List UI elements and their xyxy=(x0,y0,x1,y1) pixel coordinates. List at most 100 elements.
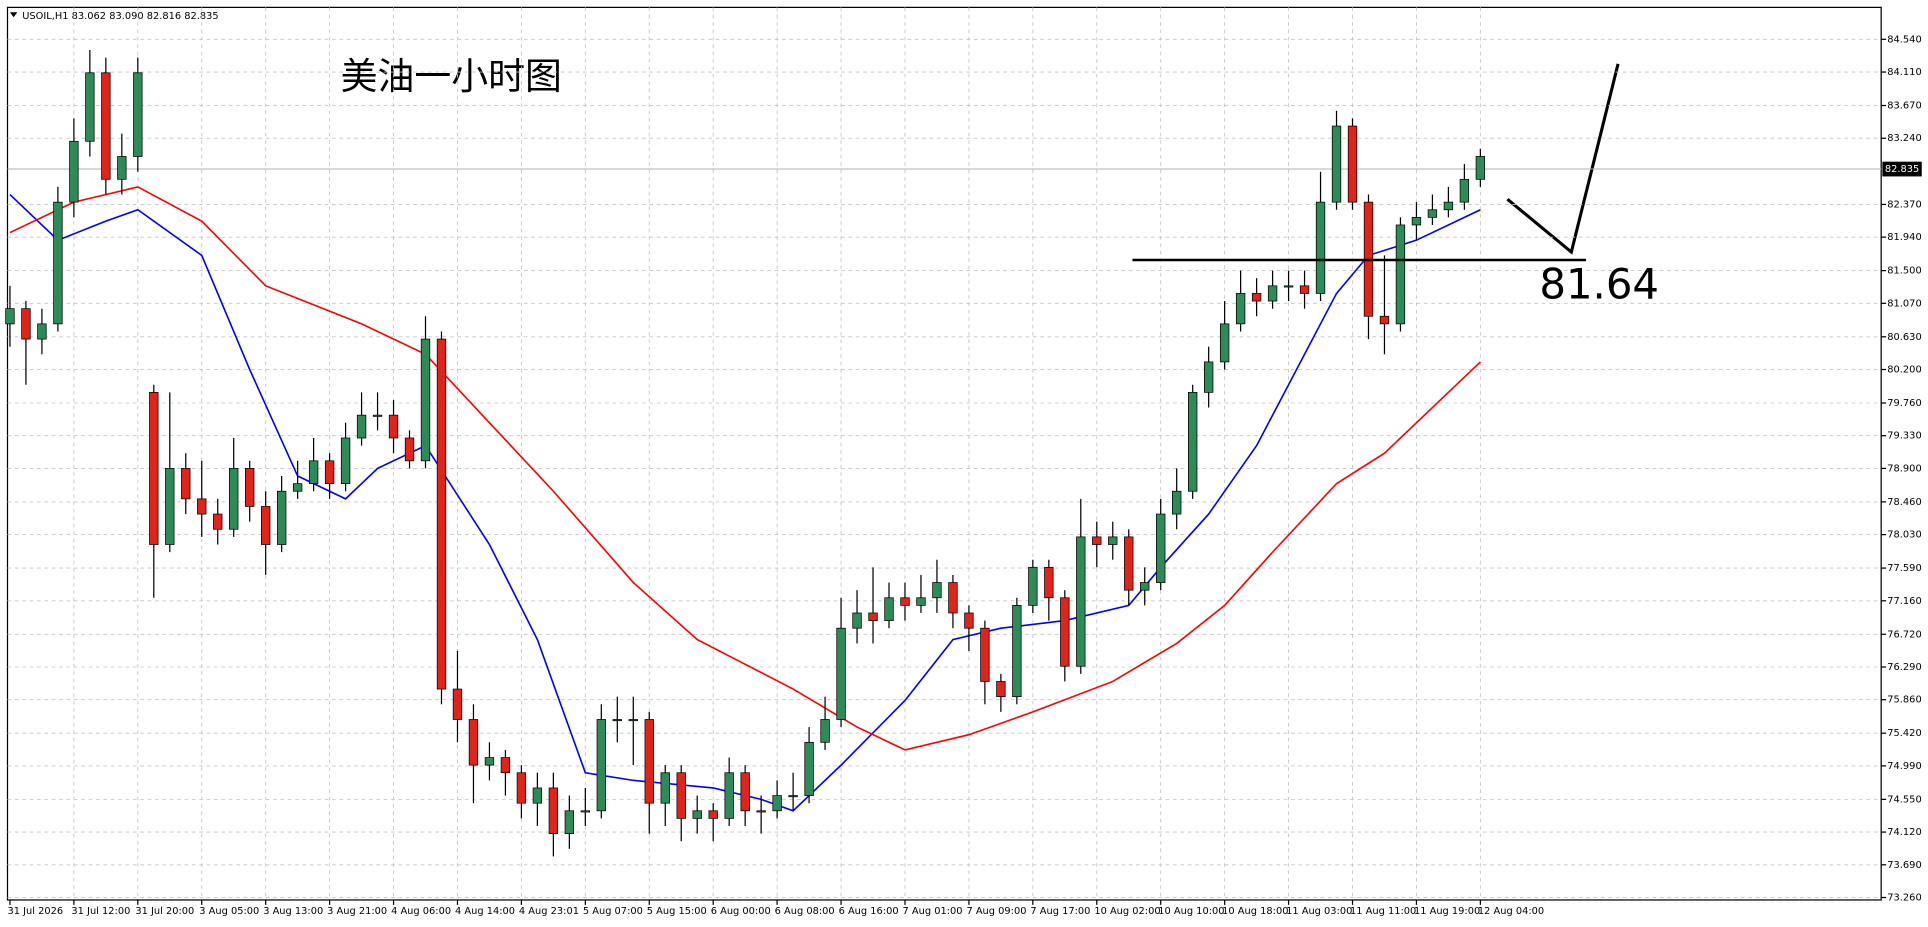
y-tick-label: 76.720 xyxy=(1887,629,1921,640)
x-tick-label: 10 Aug 18:00 xyxy=(1222,906,1288,917)
candle-body xyxy=(213,513,223,530)
candle-body xyxy=(149,391,159,545)
y-tick-label: 78.460 xyxy=(1887,497,1921,508)
candle-body xyxy=(548,787,559,834)
candle-body xyxy=(292,483,303,492)
candle-body xyxy=(980,627,990,682)
candle-body xyxy=(532,787,543,804)
candle-body xyxy=(1459,178,1470,203)
symbol-header: USOIL,H1 83.062 83.090 82.816 82.835 xyxy=(22,11,218,22)
candle-body xyxy=(1124,536,1134,591)
candle-body xyxy=(756,810,766,813)
candle-body xyxy=(852,612,862,629)
candle-body xyxy=(804,741,814,796)
x-tick-label: 6 Aug 08:00 xyxy=(775,906,835,917)
candle-body xyxy=(245,468,255,507)
candle-body xyxy=(948,582,958,614)
candle-body xyxy=(165,468,175,545)
candle-body xyxy=(1235,293,1246,325)
x-tick-label: 7 Aug 17:00 xyxy=(1030,906,1090,917)
candle-body xyxy=(452,688,463,720)
candle-body xyxy=(1108,536,1118,545)
candle-body xyxy=(612,719,622,722)
y-tick-label: 84.540 xyxy=(1887,34,1921,45)
y-tick-label: 73.690 xyxy=(1887,860,1921,871)
candle-body xyxy=(356,414,367,439)
candle-body xyxy=(468,719,479,766)
candle-body xyxy=(133,72,143,157)
y-tick-label: 74.120 xyxy=(1887,827,1921,838)
x-tick-label: 4 Aug 06:00 xyxy=(391,906,451,917)
candle-body xyxy=(1331,125,1342,203)
candle-body xyxy=(5,308,15,325)
y-tick-label: 82.370 xyxy=(1887,199,1921,210)
x-tick-label: 5 Aug 15:00 xyxy=(647,906,707,917)
candle-body xyxy=(261,506,271,545)
y-tick-label: 78.900 xyxy=(1887,463,1921,474)
current-price-box xyxy=(1882,161,1922,177)
candle-body xyxy=(1012,604,1022,698)
candle-body xyxy=(564,810,575,834)
candle-body xyxy=(1427,209,1438,218)
candle-body xyxy=(1044,566,1054,599)
candle-body xyxy=(436,338,447,690)
candle-body xyxy=(996,681,1006,698)
candle-body xyxy=(580,810,591,813)
candle-body xyxy=(101,72,111,180)
candle-body xyxy=(1203,361,1214,393)
level-label: 81.64 xyxy=(1539,260,1659,309)
y-tick-label: 84.110 xyxy=(1887,67,1921,78)
y-tick-label: 81.940 xyxy=(1887,232,1921,243)
candle-body xyxy=(724,772,734,819)
y-tick-label: 75.860 xyxy=(1887,695,1921,706)
candle-body xyxy=(500,757,511,774)
y-tick-label: 81.070 xyxy=(1887,298,1921,309)
y-tick-label: 75.420 xyxy=(1887,728,1921,739)
candle-body xyxy=(1395,224,1406,325)
candle-body xyxy=(1028,566,1038,606)
x-tick-label: 31 Jul 12:00 xyxy=(71,906,130,917)
y-tick-label: 74.550 xyxy=(1887,794,1921,805)
candle-body xyxy=(308,460,319,485)
candle-body xyxy=(900,597,910,606)
candle-body xyxy=(420,338,431,462)
x-tick-label: 10 Aug 10:00 xyxy=(1158,906,1224,917)
x-tick-label: 11 Aug 03:00 xyxy=(1286,906,1352,917)
y-tick-label: 83.670 xyxy=(1887,101,1921,112)
x-tick-label: 10 Aug 02:00 xyxy=(1094,906,1160,917)
candle-body xyxy=(1347,125,1358,203)
y-tick-label: 80.200 xyxy=(1887,365,1921,376)
candle-body xyxy=(884,597,894,621)
y-tick-label: 77.160 xyxy=(1887,596,1921,607)
candle-body xyxy=(324,460,335,485)
candle-body xyxy=(1076,536,1086,667)
candle-body xyxy=(1443,201,1454,211)
y-tick-label: 81.500 xyxy=(1887,266,1921,277)
candle-body xyxy=(788,795,798,798)
menu-arrow[interactable] xyxy=(9,12,18,18)
y-tick-label: 80.630 xyxy=(1887,332,1921,343)
candle-body xyxy=(85,72,95,142)
candle-body xyxy=(1092,536,1102,545)
candle-body xyxy=(117,156,127,180)
candle-body xyxy=(404,437,415,462)
y-tick-label: 73.260 xyxy=(1887,893,1921,904)
candle-body xyxy=(276,490,287,545)
candle-body xyxy=(229,468,239,530)
candle-body xyxy=(1283,285,1294,288)
candle-body xyxy=(660,772,670,804)
candle-body xyxy=(708,810,718,819)
candle-body xyxy=(820,719,830,743)
y-tick-label: 79.760 xyxy=(1887,398,1921,409)
x-tick-label: 7 Aug 01:00 xyxy=(903,906,963,917)
x-tick-label: 6 Aug 16:00 xyxy=(839,906,899,917)
x-tick-label: 31 Jul 2026 xyxy=(7,906,63,917)
candle-body xyxy=(1156,513,1166,583)
chart-title: 美油一小时图 xyxy=(341,55,562,98)
candle-body xyxy=(1219,323,1230,363)
x-tick-label: 3 Aug 21:00 xyxy=(327,906,387,917)
candle-body xyxy=(1299,285,1310,294)
x-tick-label: 5 Aug 07:00 xyxy=(583,906,643,917)
candle-body xyxy=(628,719,638,722)
